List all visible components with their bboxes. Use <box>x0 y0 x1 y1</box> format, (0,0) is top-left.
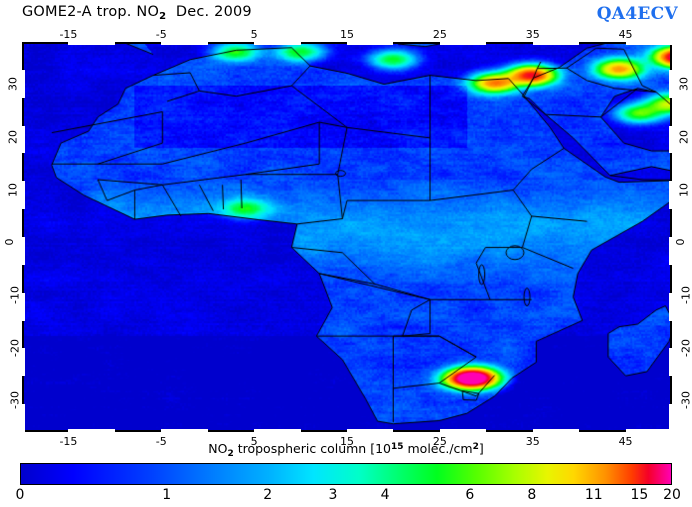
chart-title-subscript: 2 <box>159 11 167 22</box>
y-axis-tick-left-minus30: -30 <box>8 391 22 410</box>
y-axis-tick-right-minus30: -30 <box>679 391 692 410</box>
colorbar-text-3: ] <box>478 441 484 456</box>
x-axis-tick-top-35: 35 <box>525 28 540 41</box>
colorbar-tick-1: 1 <box>162 487 172 503</box>
colorbar-tick-15: 15 <box>630 487 649 503</box>
colorbar-species-sub: 2 <box>227 449 234 459</box>
qa4ecv-logo: QA4ECV <box>596 4 678 24</box>
colorbar-tick-0: 0 <box>15 487 25 503</box>
x-axis-tick-top-15: 15 <box>340 28 354 41</box>
map-plot-area <box>22 42 672 432</box>
x-axis-tick-top-5: 5 <box>250 28 258 41</box>
colorbar-gradient <box>21 464 671 484</box>
colorbar <box>20 463 672 485</box>
x-axis-tick-top-25: 25 <box>432 28 447 41</box>
colorbar-tick-20: 20 <box>663 487 681 503</box>
y-axis-tick-right-10: 10 <box>677 182 691 197</box>
y-axis-tick-left-10: 10 <box>6 182 20 197</box>
y-axis-tick-right-minus20: -20 <box>679 338 692 357</box>
y-axis-tick-right-0: 0 <box>674 238 687 246</box>
colorbar-tick-11: 11 <box>584 487 603 503</box>
y-axis-tick-left-minus20: -20 <box>8 338 22 357</box>
x-axis-tick-bottom-15: 15 <box>340 435 354 448</box>
y-axis-tick-right-minus10: -10 <box>679 285 692 304</box>
chart-title: GOME2-A trop. NO2 Dec. 2009 <box>22 4 252 22</box>
x-axis-tick-top-45: 45 <box>618 28 633 41</box>
y-axis-tick-right-20: 20 <box>677 129 691 144</box>
colorbar-tick-4: 4 <box>380 487 390 503</box>
colorbar-tick-6: 6 <box>465 487 475 503</box>
x-axis-tick-top-minus15: -15 <box>59 28 78 41</box>
y-axis-tick-left-20: 20 <box>6 129 20 144</box>
chart-title-species: GOME2-A trop. NO <box>22 4 160 20</box>
colorbar-exponent: 15 <box>390 442 404 452</box>
colorbar-tick-3: 3 <box>328 487 338 503</box>
x-axis-tick-bottom-35: 35 <box>525 435 540 448</box>
x-axis-tick-top-minus5: -5 <box>155 28 167 41</box>
x-axis-tick-bottom-minus15: -15 <box>59 435 78 448</box>
colorbar-exponent-2: 2 <box>472 442 479 452</box>
x-axis-tick-bottom-5: 5 <box>250 435 258 448</box>
colorbar-text-2: molec./cm <box>403 441 473 456</box>
colorbar-tick-8: 8 <box>527 487 537 503</box>
colorbar-text-1: tropospheric column [10 <box>233 441 391 456</box>
y-axis-tick-left-minus10: -10 <box>8 285 22 304</box>
colorbar-species: NO <box>208 441 228 456</box>
colorbar-axis-label: NO2 tropospheric column [1015 molec./cm2… <box>208 441 484 459</box>
colorbar-tick-2: 2 <box>263 487 273 503</box>
x-axis-tick-bottom-25: 25 <box>432 435 447 448</box>
chart-title-date: Dec. 2009 <box>175 4 252 20</box>
y-axis-tick-right-30: 30 <box>677 77 691 92</box>
y-axis-tick-left-30: 30 <box>6 77 20 92</box>
no2-heatmap-canvas <box>24 44 670 430</box>
x-axis-tick-bottom-45: 45 <box>618 435 633 448</box>
y-axis-tick-left-0: 0 <box>3 238 16 246</box>
x-axis-tick-bottom-minus5: -5 <box>155 435 167 448</box>
